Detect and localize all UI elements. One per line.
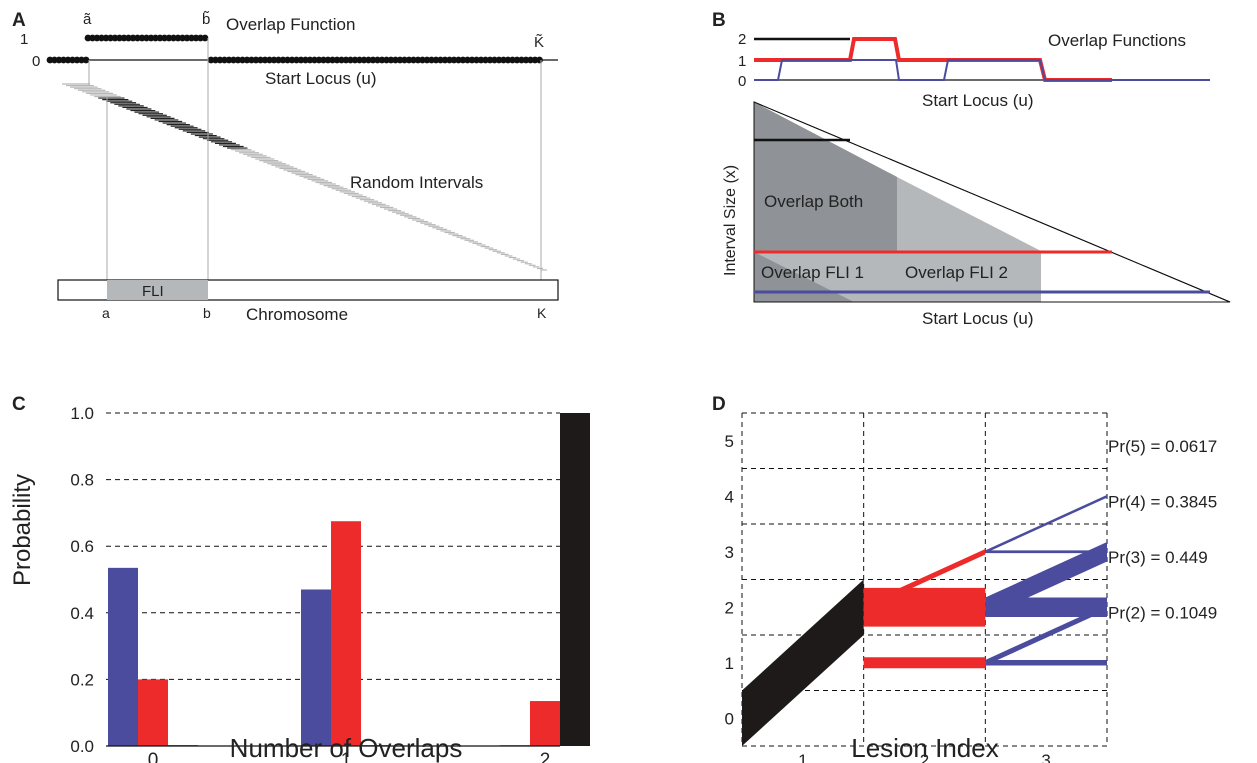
panel-d-x-ticks: 1 2 3	[798, 751, 1051, 763]
panel-d-segment	[985, 604, 1107, 666]
panel-d-probability-annotation: Pr(4) = 0.3845	[1108, 492, 1217, 511]
k-tilde-label: K̃	[534, 34, 544, 51]
panel-b-letter: B	[712, 10, 726, 31]
panel-d-probability-annotation: Pr(2) = 0.1049	[1108, 603, 1217, 622]
panel-d-ytick-label: 5	[725, 432, 734, 451]
panel-a-ytick-0: 0	[32, 53, 40, 70]
panel-a: A 1 0 ã b̃ K̃ Overlap Function Start Loc…	[12, 10, 559, 324]
interval-size-axis-label: Interval Size (x)	[722, 165, 739, 276]
panel-c-x-ticks: 0 1 2	[148, 750, 551, 763]
panel-b-ytick-0: 0	[738, 73, 746, 90]
panel-d-segment	[742, 579, 864, 746]
panel-c-ytick-label: 0.2	[70, 670, 94, 689]
random-intervals-label: Random Intervals	[350, 173, 483, 192]
panel-c-xlabel: Number of Overlaps	[230, 733, 463, 763]
panel-c-bar	[108, 567, 138, 746]
random-intervals	[62, 83, 547, 271]
overlap-dot-0	[82, 56, 90, 64]
panel-b-start-locus-bottom: Start Locus (u)	[922, 309, 1034, 328]
panel-b: B 2 1 0 Overlap Functions Start Locus (u…	[712, 10, 1231, 328]
panel-c: C Probability 0.0 0.2 0.4 0.6 0.8 1.0 0 1 2 Num…	[9, 394, 590, 763]
overlap-fli2-label: Overlap FLI 2	[905, 263, 1008, 282]
overlap-function-blue	[754, 59, 1210, 81]
panel-a-letter: A	[12, 10, 26, 31]
panel-d-probability-annotation: Pr(5) = 0.0617	[1108, 437, 1217, 456]
panel-c-ytick-label: 0.8	[70, 471, 94, 490]
panel-d-ytick-label: 0	[725, 709, 734, 728]
panel-c-bars	[108, 413, 590, 746]
fli-region	[107, 280, 208, 300]
panel-c-ytick-label: 1.0	[70, 404, 94, 423]
overlap-both-label: Overlap Both	[764, 192, 863, 211]
panel-c-bar	[530, 701, 560, 746]
panel-d-segment	[863, 548, 986, 611]
panel-c-xtick-label: 0	[148, 750, 159, 763]
tick-b-label: b	[203, 305, 211, 321]
panel-c-bar	[301, 589, 331, 746]
overlap-dot-0	[536, 56, 543, 64]
panel-c-bar	[560, 413, 590, 746]
tick-k-label: K	[537, 305, 547, 321]
overlap-function-label: Overlap Function	[226, 15, 355, 34]
panel-d-ytick-label: 3	[725, 543, 734, 562]
panel-c-bar	[331, 521, 361, 746]
panel-c-bar	[138, 679, 168, 746]
panel-c-xtick-label: 2	[540, 750, 551, 763]
panel-d: D 0 1 2 3 4 5 1 2 3 Pr(5) = 0.0617 Pr(4) = 0.384…	[712, 394, 1217, 763]
panel-b-start-locus-top: Start Locus (u)	[922, 91, 1034, 110]
panel-d-ytick-label: 4	[725, 487, 734, 506]
panel-d-segment	[863, 657, 986, 669]
overlap-fli-region-light	[754, 252, 1041, 302]
b-tilde-label: b̃	[202, 11, 210, 28]
panel-d-annotations: Pr(5) = 0.0617 Pr(4) = 0.3845 Pr(3) = 0.44…	[1108, 437, 1217, 622]
panel-d-xtick-label: 3	[1041, 751, 1050, 763]
overlap-fli1-label: Overlap FLI 1	[761, 263, 864, 282]
overlap-dot-1	[201, 34, 209, 42]
overlap-function-dots	[46, 34, 543, 64]
panel-d-probability-annotation: Pr(3) = 0.449	[1108, 548, 1208, 567]
tick-a-label: a	[102, 305, 110, 321]
panel-d-ytick-label: 1	[725, 654, 734, 673]
panel-d-segments	[742, 494, 1107, 746]
panel-d-segment	[985, 494, 1107, 554]
overlap-functions-label: Overlap Functions	[1048, 31, 1186, 50]
panel-a-start-locus-label: Start Locus (u)	[265, 69, 377, 88]
panel-c-ytick-label: 0.4	[70, 604, 94, 623]
panel-d-xlabel: Lesion Index	[851, 733, 998, 763]
overlap-both-region	[754, 102, 897, 252]
panel-c-ytick-label: 0.6	[70, 537, 94, 556]
panel-d-xtick-label: 1	[798, 751, 807, 763]
panel-d-segment	[985, 659, 1107, 666]
panel-d-xtick-label: 2	[920, 751, 929, 763]
interval-space-outline	[753, 101, 1231, 303]
panel-d-ytick-label: 2	[725, 598, 734, 617]
panel-d-segment	[863, 587, 986, 627]
panel-d-letter: D	[712, 394, 726, 415]
fli-label: FLI	[142, 283, 164, 300]
panel-c-xtick-label: 1	[341, 750, 352, 763]
panel-c-y-ticks: 0.0 0.2 0.4 0.6 0.8 1.0	[70, 404, 94, 756]
panel-d-segment	[985, 542, 1107, 617]
panel-d-y-ticks: 0 1 2 3 4 5	[725, 432, 734, 729]
panel-d-segment	[985, 550, 1107, 554]
panel-c-ytick-label: 0.0	[70, 737, 94, 756]
panel-b-ytick-1: 1	[738, 53, 746, 70]
panel-c-ylabel: Probability	[9, 474, 36, 586]
panel-c-letter: C	[12, 394, 26, 415]
chromosome-label: Chromosome	[246, 305, 348, 324]
panel-b-ytick-2: 2	[738, 31, 746, 48]
panel-a-ytick-1: 1	[20, 31, 28, 48]
a-tilde-label: ã	[83, 11, 92, 28]
